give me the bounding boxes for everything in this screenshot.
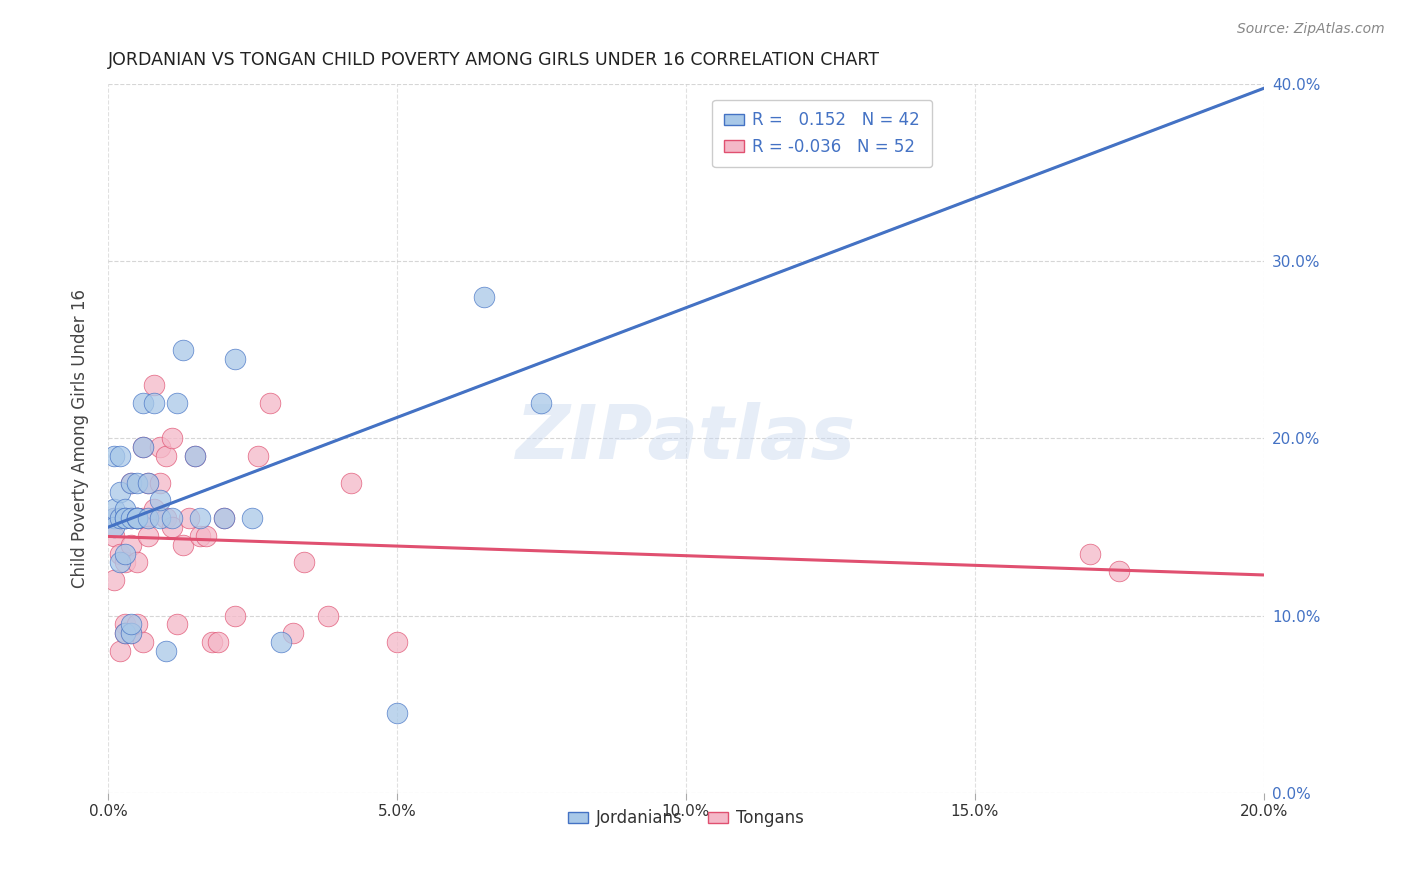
Point xyxy=(270,635,292,649)
Point xyxy=(195,529,218,543)
Point xyxy=(114,555,136,569)
Point xyxy=(125,475,148,490)
Point xyxy=(120,475,142,490)
Point xyxy=(131,635,153,649)
Point xyxy=(155,644,177,658)
Point xyxy=(138,529,160,543)
Point xyxy=(125,555,148,569)
Point xyxy=(103,529,125,543)
Point xyxy=(108,449,131,463)
Point xyxy=(149,493,172,508)
Point xyxy=(131,511,153,525)
Point xyxy=(120,538,142,552)
Point xyxy=(120,626,142,640)
Point xyxy=(385,635,408,649)
Point xyxy=(138,511,160,525)
Y-axis label: Child Poverty Among Girls Under 16: Child Poverty Among Girls Under 16 xyxy=(72,289,89,588)
Point xyxy=(114,547,136,561)
Point xyxy=(339,475,361,490)
Point xyxy=(530,396,553,410)
Point xyxy=(149,475,172,490)
Point xyxy=(103,449,125,463)
Point xyxy=(108,511,131,525)
Point xyxy=(247,449,270,463)
Point xyxy=(125,511,148,525)
Point xyxy=(103,511,125,525)
Point xyxy=(103,573,125,587)
Point xyxy=(160,520,183,534)
Point xyxy=(172,538,194,552)
Point xyxy=(108,484,131,499)
Point xyxy=(108,511,131,525)
Point xyxy=(281,626,304,640)
Point xyxy=(120,626,142,640)
Point xyxy=(114,626,136,640)
Point xyxy=(201,635,224,649)
Point xyxy=(224,608,246,623)
Point xyxy=(762,148,785,162)
Point xyxy=(212,511,235,525)
Point xyxy=(120,475,142,490)
Point xyxy=(120,617,142,632)
Point xyxy=(207,635,229,649)
Point xyxy=(190,529,212,543)
Point xyxy=(103,502,125,516)
Point xyxy=(385,706,408,720)
Point xyxy=(212,511,235,525)
Point xyxy=(472,290,495,304)
Point xyxy=(125,511,148,525)
Point xyxy=(316,608,339,623)
Point xyxy=(138,475,160,490)
Point xyxy=(155,449,177,463)
Text: ZIPatlas: ZIPatlas xyxy=(516,402,856,475)
Point xyxy=(143,396,166,410)
Point xyxy=(108,644,131,658)
Point xyxy=(143,502,166,516)
Point xyxy=(155,511,177,525)
Point xyxy=(143,378,166,392)
Point xyxy=(120,511,142,525)
Point xyxy=(131,396,153,410)
Point xyxy=(1080,547,1102,561)
Point xyxy=(125,511,148,525)
Point xyxy=(125,511,148,525)
Point xyxy=(114,617,136,632)
Point xyxy=(138,511,160,525)
Point xyxy=(242,511,264,525)
Point xyxy=(120,511,142,525)
Point xyxy=(149,440,172,454)
Point xyxy=(294,555,316,569)
Point xyxy=(224,351,246,366)
Point xyxy=(114,511,136,525)
Point xyxy=(160,431,183,445)
Point xyxy=(183,449,205,463)
Point xyxy=(1108,564,1130,578)
Point xyxy=(166,617,188,632)
Point xyxy=(138,475,160,490)
Point xyxy=(125,617,148,632)
Point xyxy=(183,449,205,463)
Point xyxy=(259,396,281,410)
Legend: Jordanians, Tongans: Jordanians, Tongans xyxy=(561,803,811,834)
Point xyxy=(108,511,131,525)
Point xyxy=(108,555,131,569)
Point xyxy=(160,511,183,525)
Point xyxy=(172,343,194,357)
Point xyxy=(177,511,200,525)
Point xyxy=(149,511,172,525)
Point xyxy=(114,511,136,525)
Text: JORDANIAN VS TONGAN CHILD POVERTY AMONG GIRLS UNDER 16 CORRELATION CHART: JORDANIAN VS TONGAN CHILD POVERTY AMONG … xyxy=(108,51,880,69)
Point xyxy=(114,511,136,525)
Point xyxy=(114,626,136,640)
Point xyxy=(114,502,136,516)
Point xyxy=(131,440,153,454)
Point xyxy=(131,440,153,454)
Point xyxy=(103,511,125,525)
Point xyxy=(166,396,188,410)
Point xyxy=(190,511,212,525)
Point xyxy=(108,547,131,561)
Point xyxy=(125,511,148,525)
Text: Source: ZipAtlas.com: Source: ZipAtlas.com xyxy=(1237,22,1385,37)
Point xyxy=(103,520,125,534)
